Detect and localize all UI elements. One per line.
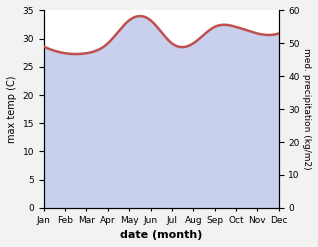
- Y-axis label: max temp (C): max temp (C): [7, 75, 17, 143]
- X-axis label: date (month): date (month): [120, 230, 203, 240]
- Y-axis label: med. precipitation (kg/m2): med. precipitation (kg/m2): [302, 48, 311, 170]
